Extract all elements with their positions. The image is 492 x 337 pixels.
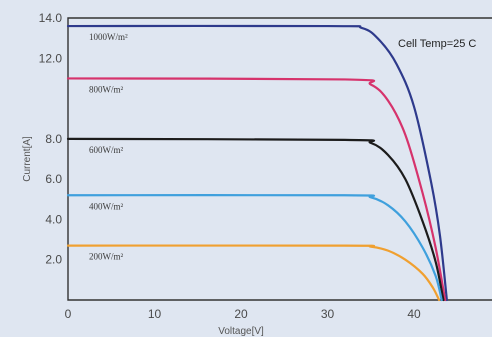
y-tick-label: 4.0 <box>45 212 62 226</box>
series-line <box>66 24 448 302</box>
series-label: 400W/m² <box>89 201 123 211</box>
y-tick-label: 6.0 <box>45 172 62 186</box>
plot-frame <box>67 17 492 301</box>
series-label: 200W/m² <box>89 252 123 262</box>
series-line <box>66 194 443 302</box>
x-tick-label: 20 <box>234 307 248 321</box>
y-tick-label: 8.0 <box>45 132 62 146</box>
x-tick-label: 30 <box>321 307 335 321</box>
x-tick-label: 40 <box>407 307 421 321</box>
series-line <box>66 244 441 302</box>
x-axis-title: Voltage[V] <box>218 326 264 337</box>
y-tick-label: 2.0 <box>45 253 62 267</box>
series-label: 1000W/m² <box>89 32 128 42</box>
series-label: 600W/m² <box>89 145 123 155</box>
y-axis-title: Current[A] <box>22 136 33 182</box>
cell-temp-annotation: Cell Temp=25 C <box>398 38 476 50</box>
x-tick-label: 10 <box>148 307 162 321</box>
series-line <box>66 137 445 302</box>
x-tick-label: 0 <box>65 307 72 321</box>
series-line <box>66 77 447 302</box>
series-label: 800W/m² <box>89 84 123 94</box>
y-tick-label: 14.0 <box>39 11 63 25</box>
y-tick-label: 12.0 <box>39 51 63 65</box>
